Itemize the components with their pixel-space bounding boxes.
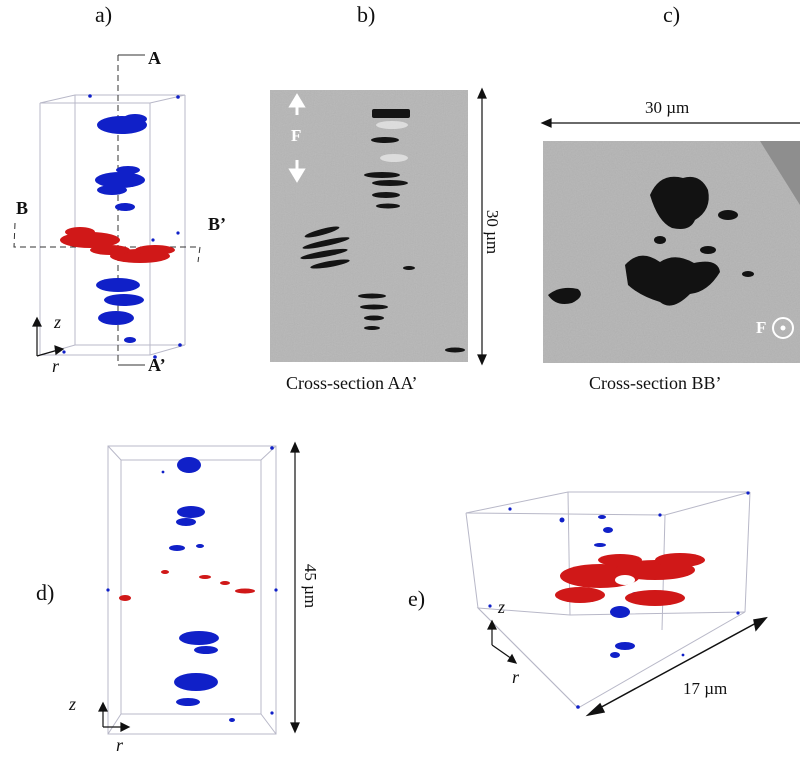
caption-cross-section-aa: Cross-section AA’ (286, 373, 418, 393)
force-label-c: F (756, 318, 767, 337)
panel-label-b: b) (357, 2, 376, 27)
panel-label-c: c) (663, 2, 681, 27)
scale-label-d: 45 µm (301, 563, 320, 609)
panel-label-d: d) (36, 580, 55, 605)
scale-label-e: 17 µm (683, 679, 728, 698)
axis-label-z: z (54, 312, 62, 332)
force-label-b: F (291, 126, 302, 145)
panel-label-e: e) (408, 586, 426, 611)
section-label-b: B (16, 198, 29, 218)
axis-label-z-d: z (69, 694, 77, 714)
section-label-b-prime: B’ (208, 214, 226, 234)
scale-label-c: 30 µm (645, 98, 690, 117)
axis-label-r-d: r (116, 735, 124, 755)
caption-cross-section-bb: Cross-section BB’ (589, 373, 722, 393)
panel-label-a: a) (95, 2, 113, 27)
section-label-a: A (148, 48, 161, 68)
scale-label-b: 30 µm (483, 209, 502, 255)
axis-label-r: r (52, 356, 60, 376)
section-label-a-prime: A’ (148, 355, 166, 375)
axis-label-z-e: z (498, 597, 506, 617)
axis-label-r-e: r (512, 667, 520, 687)
